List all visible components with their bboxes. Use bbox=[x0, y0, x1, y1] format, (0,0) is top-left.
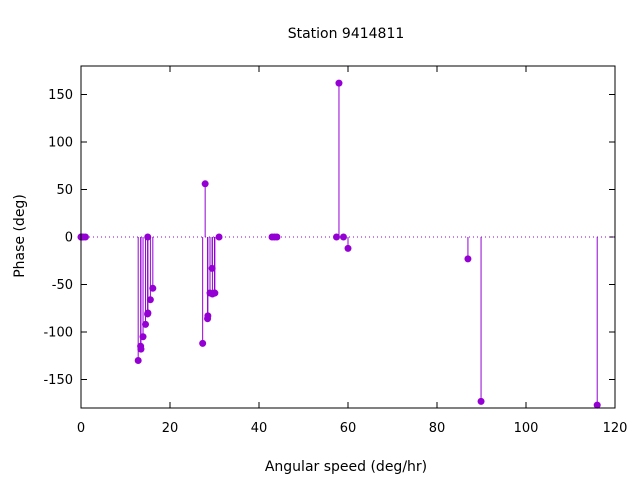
data-point bbox=[477, 397, 485, 405]
y-tick-label: 100 bbox=[48, 136, 73, 151]
data-point bbox=[273, 233, 281, 241]
x-tick-label: 60 bbox=[340, 421, 357, 436]
x-axis-label: Angular speed (deg/hr) bbox=[265, 459, 427, 475]
data-point bbox=[464, 255, 472, 263]
data-point bbox=[335, 79, 343, 87]
y-tick-label: -50 bbox=[52, 278, 73, 293]
data-point bbox=[344, 244, 352, 252]
data-point bbox=[146, 296, 154, 304]
x-tick-label: 80 bbox=[429, 421, 446, 436]
x-tick-label: 20 bbox=[162, 421, 179, 436]
data-point bbox=[134, 357, 142, 364]
x-tick-label: 0 bbox=[77, 421, 85, 436]
data-point bbox=[333, 233, 341, 241]
tick-labels: 0 20 40 60 80 100 120 -150 -100 -50 0 50 100 150 bbox=[43, 66, 627, 436]
y-tick-label: 0 bbox=[65, 231, 73, 246]
x-tick-label: 40 bbox=[251, 421, 268, 436]
data-point bbox=[199, 339, 207, 347]
y-axis-label: Phase (deg) bbox=[12, 194, 28, 278]
data-point bbox=[81, 233, 89, 241]
y-tick-label: -150 bbox=[43, 373, 73, 388]
data-point bbox=[139, 333, 147, 341]
data-point bbox=[211, 289, 219, 297]
data-point bbox=[339, 233, 347, 241]
y-tick-label: 150 bbox=[48, 88, 73, 103]
chart-title: Station 9414811 bbox=[288, 26, 405, 42]
y-tick-label: 50 bbox=[56, 183, 73, 198]
data-point bbox=[204, 312, 212, 320]
y-tick-label: -100 bbox=[43, 326, 73, 341]
data-point bbox=[144, 309, 152, 317]
data-point bbox=[149, 284, 157, 292]
plot-frame bbox=[80, 65, 616, 409]
data-point bbox=[215, 233, 223, 241]
data-point bbox=[593, 401, 601, 409]
data-point bbox=[201, 180, 209, 188]
x-tick-label: 120 bbox=[603, 421, 628, 436]
x-tick-label: 100 bbox=[514, 421, 539, 436]
data-point bbox=[137, 345, 145, 353]
data-point bbox=[142, 320, 150, 328]
data-marks bbox=[77, 79, 601, 409]
